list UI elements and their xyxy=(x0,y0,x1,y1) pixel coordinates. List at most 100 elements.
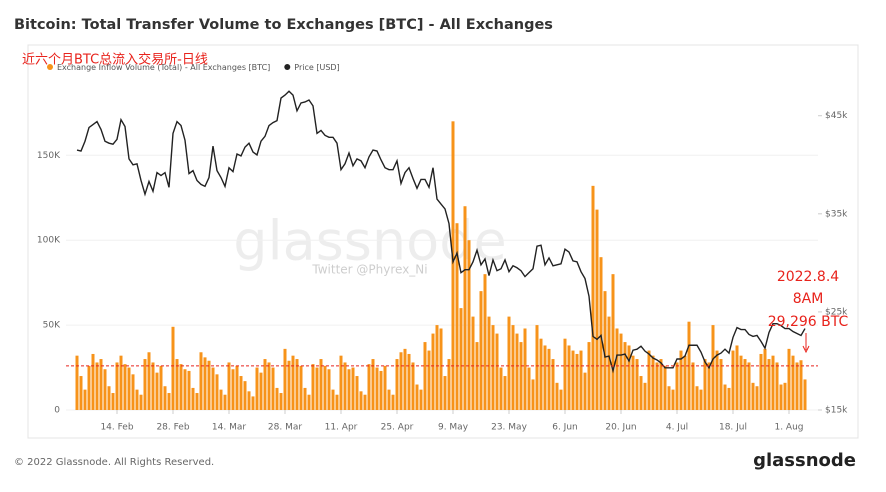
bar xyxy=(787,348,791,410)
bar xyxy=(175,359,179,410)
bar xyxy=(283,348,287,410)
bar xyxy=(491,325,495,410)
bar xyxy=(231,369,235,410)
bar xyxy=(527,367,531,410)
y-tick-label: 50K xyxy=(43,321,61,331)
bar xyxy=(483,274,487,410)
bar xyxy=(267,362,271,410)
bar xyxy=(303,387,307,410)
x-tick-label: 14. Feb xyxy=(100,423,133,433)
bar xyxy=(599,257,603,410)
bar xyxy=(299,365,303,410)
bar xyxy=(375,367,379,410)
bar xyxy=(395,359,399,410)
bar xyxy=(559,389,563,410)
bar xyxy=(679,350,683,410)
x-tick-label: 9. May xyxy=(438,423,469,433)
bar xyxy=(515,333,519,410)
bar xyxy=(291,355,295,410)
bar xyxy=(423,342,427,410)
watermark: glassnode xyxy=(233,210,506,273)
bar xyxy=(147,352,151,410)
bar xyxy=(531,379,535,410)
bar xyxy=(755,386,759,410)
overlay-text: 近六个月BTC总流入交易所-日线 xyxy=(22,52,208,68)
bar xyxy=(143,359,147,410)
bar xyxy=(355,376,359,410)
bar xyxy=(495,333,499,410)
bar xyxy=(295,359,299,410)
chart-title: Bitcoin: Total Transfer Volume to Exchan… xyxy=(14,17,553,33)
bar xyxy=(731,350,735,410)
bar xyxy=(623,342,627,410)
bar xyxy=(99,359,103,410)
bar xyxy=(371,359,375,410)
bar xyxy=(315,367,319,410)
bar xyxy=(219,389,223,410)
bar xyxy=(611,274,615,410)
y2-tick-label: $45k xyxy=(825,111,848,121)
bar xyxy=(271,367,275,410)
bar xyxy=(459,308,463,410)
bar xyxy=(359,391,363,410)
bar xyxy=(87,365,91,410)
bar xyxy=(279,393,283,410)
bar xyxy=(631,355,635,410)
bar xyxy=(435,325,439,410)
bar xyxy=(171,326,175,410)
bar xyxy=(727,387,731,410)
bar xyxy=(151,362,155,410)
x-tick-label: 20. Jun xyxy=(605,423,636,433)
bar xyxy=(419,389,423,410)
annotation: 29,296 BTC xyxy=(768,314,849,330)
annotation: 2022.8.4 xyxy=(777,269,839,285)
bar xyxy=(795,362,799,410)
bar xyxy=(555,382,559,410)
bar xyxy=(211,367,215,410)
bar xyxy=(683,355,687,410)
bar xyxy=(607,316,611,410)
bar xyxy=(467,240,471,410)
bar xyxy=(103,369,107,410)
bar xyxy=(475,342,479,410)
bar xyxy=(719,359,723,410)
chart-frame xyxy=(27,44,859,439)
bar xyxy=(547,348,551,410)
bar xyxy=(551,359,555,410)
bar xyxy=(627,345,631,410)
bar xyxy=(775,362,779,410)
bar xyxy=(479,291,483,410)
bar xyxy=(783,382,787,410)
bar xyxy=(743,359,747,410)
bar xyxy=(83,389,87,410)
bar xyxy=(187,370,191,410)
bar xyxy=(779,384,783,410)
bar xyxy=(127,367,131,410)
bar xyxy=(123,364,127,410)
bar xyxy=(363,394,367,410)
bar xyxy=(387,389,391,410)
bar xyxy=(799,360,803,410)
bar xyxy=(259,372,263,410)
bar xyxy=(199,352,203,410)
bar xyxy=(671,389,675,410)
bar xyxy=(519,342,523,410)
bar xyxy=(463,206,467,410)
x-tick-label: 6. Jun xyxy=(552,423,578,433)
x-tick-label: 14. Mar xyxy=(212,423,246,433)
y2-tick-label: $35k xyxy=(825,209,848,219)
bar xyxy=(763,348,767,410)
bar xyxy=(619,333,623,410)
annotation-arrow xyxy=(802,333,810,354)
bar xyxy=(135,389,139,410)
legend-label: Price [USD] xyxy=(294,63,339,72)
x-tick-label: 1. Aug xyxy=(774,423,803,433)
bar xyxy=(139,394,143,410)
bar xyxy=(691,362,695,410)
bar xyxy=(227,362,231,410)
bar xyxy=(471,316,475,410)
bar xyxy=(403,348,407,410)
bar xyxy=(535,325,539,410)
bar xyxy=(115,362,119,410)
bar xyxy=(687,321,691,410)
